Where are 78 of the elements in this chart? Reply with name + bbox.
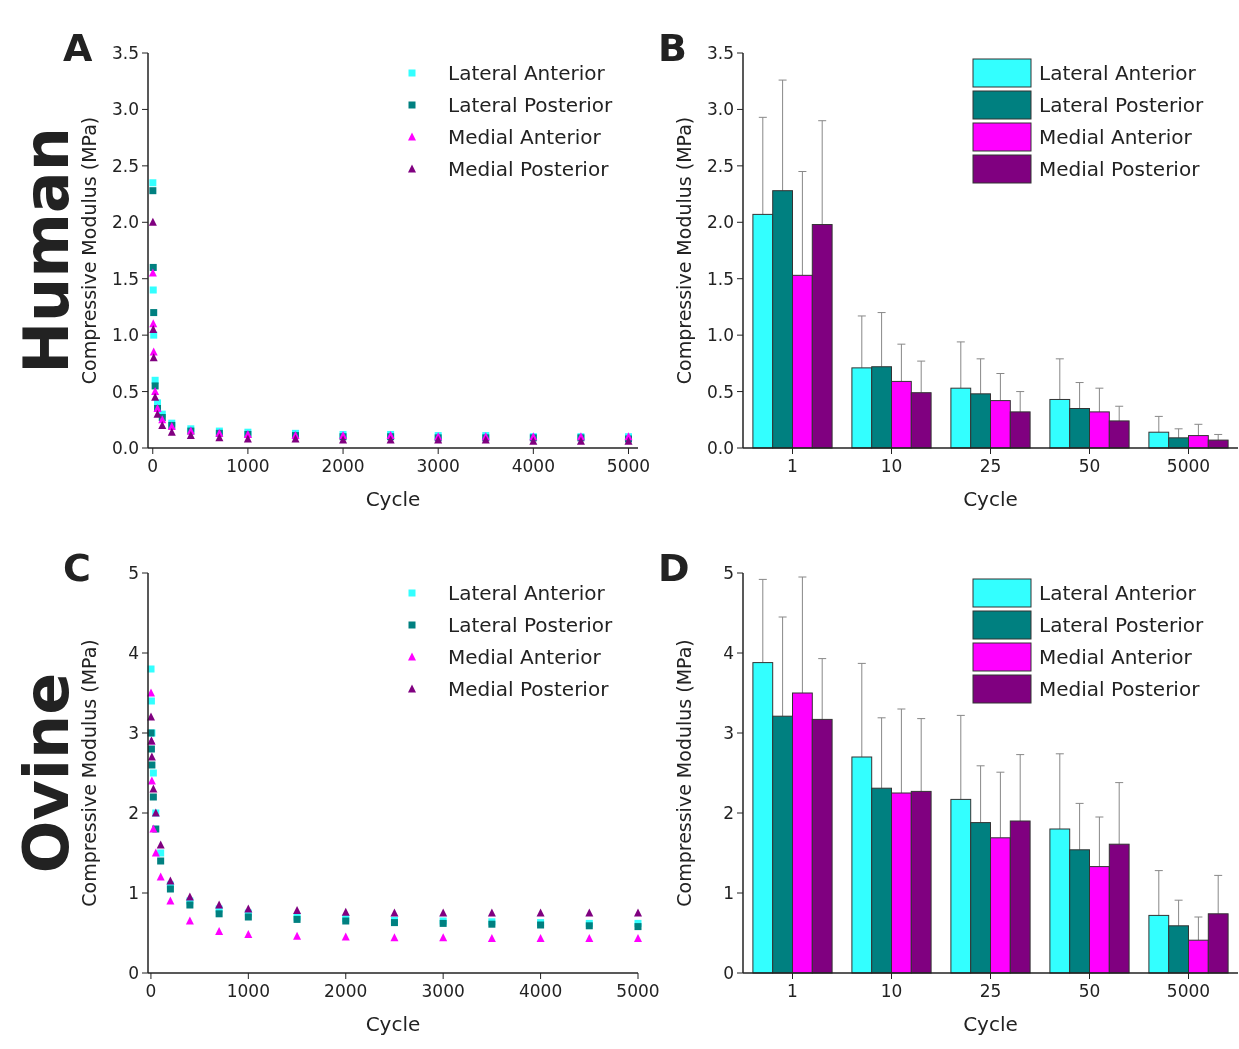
legend-label: Lateral Anterior	[448, 61, 606, 85]
x-axis-title: Cycle	[365, 487, 421, 511]
chart-title: D	[658, 546, 690, 590]
x-tick-label: 25	[979, 981, 1002, 1001]
x-tick-label: 10	[880, 981, 903, 1001]
chart-title: B	[658, 26, 687, 70]
y-tick-label: 0	[128, 963, 139, 983]
y-tick-label: 5	[723, 563, 734, 583]
x-axis-title: Cycle	[365, 1012, 421, 1036]
y-tick-label: 0.5	[111, 381, 139, 402]
y-tick-label: 3.5	[111, 43, 139, 63]
y-tick-label: 0	[723, 963, 734, 983]
x-tick-label: 5000	[1166, 981, 1211, 1001]
legend-label: Medial Anterior	[448, 645, 602, 669]
y-tick-label: 1	[128, 883, 139, 903]
legend-label: Medial Posterior	[1039, 677, 1201, 701]
x-tick-label: 3000	[421, 981, 465, 1001]
y-tick-label: 3	[723, 723, 734, 743]
x-tick-label: 25	[979, 456, 1002, 476]
y-axis-title: Compressive Modulus (MPa)	[78, 639, 100, 907]
legend-label: Lateral Anterior	[448, 581, 606, 605]
y-tick-label: 3.5	[706, 43, 734, 63]
legend-label: Lateral Posterior	[1039, 613, 1205, 637]
x-tick-label: 5000	[606, 456, 651, 476]
legend-label: Lateral Posterior	[448, 613, 614, 637]
y-tick-label: 2	[128, 803, 139, 823]
y-tick-label: 2.0	[111, 212, 139, 233]
legend-label: Lateral Anterior	[1039, 61, 1197, 85]
legend-label: Lateral Posterior	[1039, 93, 1205, 117]
x-tick-label: 1	[787, 981, 798, 1001]
y-tick-label: 2.5	[111, 155, 139, 176]
x-tick-label: 4000	[511, 456, 555, 476]
x-tick-label: 1000	[226, 981, 270, 1001]
x-tick-label: 2000	[324, 981, 368, 1001]
x-tick-label: 5000	[616, 981, 660, 1001]
y-axis-title: Compressive Modulus (MPa)	[78, 116, 100, 385]
x-axis-title: Cycle	[963, 487, 1018, 511]
x-tick-label: 1000	[226, 456, 270, 476]
y-tick-label: 3.0	[111, 99, 139, 120]
y-tick-label: 1.5	[706, 268, 734, 289]
chart-title: C	[63, 546, 91, 590]
x-tick-label: 10	[880, 456, 903, 476]
y-tick-label: 5	[128, 563, 139, 583]
x-tick-label: 4000	[518, 981, 563, 1001]
y-tick-label: 4	[128, 643, 139, 663]
x-tick-label: 50	[1078, 981, 1101, 1001]
x-tick-label: 0	[145, 981, 157, 1001]
y-tick-label: 3.0	[706, 99, 734, 120]
legend-label: Medial Posterior	[448, 677, 610, 701]
legend-label: Medial Anterior	[1039, 645, 1193, 669]
y-tick-label: 1.0	[111, 325, 139, 346]
y-tick-label: 3	[128, 723, 139, 743]
x-tick-label: 50	[1078, 456, 1101, 476]
y-tick-label: 0.5	[706, 381, 734, 402]
y-tick-label: 4	[723, 643, 734, 663]
x-tick-label: 1	[787, 456, 798, 476]
x-tick-label: 5000	[1166, 456, 1211, 476]
x-tick-label: 0	[147, 456, 159, 476]
x-tick-label: 3000	[416, 456, 460, 476]
y-tick-label: 0.0	[111, 438, 139, 458]
y-tick-label: 2	[723, 803, 734, 823]
legend-label: Medial Anterior	[1039, 125, 1193, 149]
y-axis-title: Compressive Modulus (MPa)	[673, 639, 695, 907]
y-tick-label: 1.5	[111, 268, 139, 289]
y-tick-label: 2.5	[706, 155, 734, 176]
legend-label: Lateral Posterior	[448, 93, 614, 117]
y-tick-label: 1	[723, 883, 734, 903]
legend-label: Lateral Anterior	[1039, 581, 1197, 605]
legend-label: Medial Posterior	[1039, 157, 1201, 181]
legend-label: Medial Anterior	[448, 125, 602, 149]
y-tick-label: 0.0	[706, 438, 734, 458]
legend-label: Medial Posterior	[448, 157, 610, 181]
x-tick-label: 2000	[321, 456, 365, 476]
chart-title: A	[63, 26, 93, 70]
x-axis-title: Cycle	[963, 1012, 1018, 1036]
y-tick-label: 2.0	[706, 212, 734, 233]
y-tick-label: 1.0	[706, 325, 734, 346]
y-axis-title: Compressive Modulus (MPa)	[673, 116, 695, 385]
